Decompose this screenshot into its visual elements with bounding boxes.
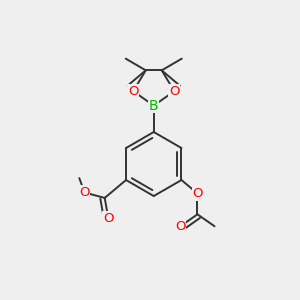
Text: O: O — [79, 186, 90, 199]
Text: O: O — [175, 220, 186, 233]
Text: O: O — [169, 85, 179, 98]
Text: B: B — [149, 99, 159, 112]
Text: O: O — [192, 187, 203, 200]
Text: O: O — [103, 212, 114, 225]
Text: O: O — [128, 85, 139, 98]
